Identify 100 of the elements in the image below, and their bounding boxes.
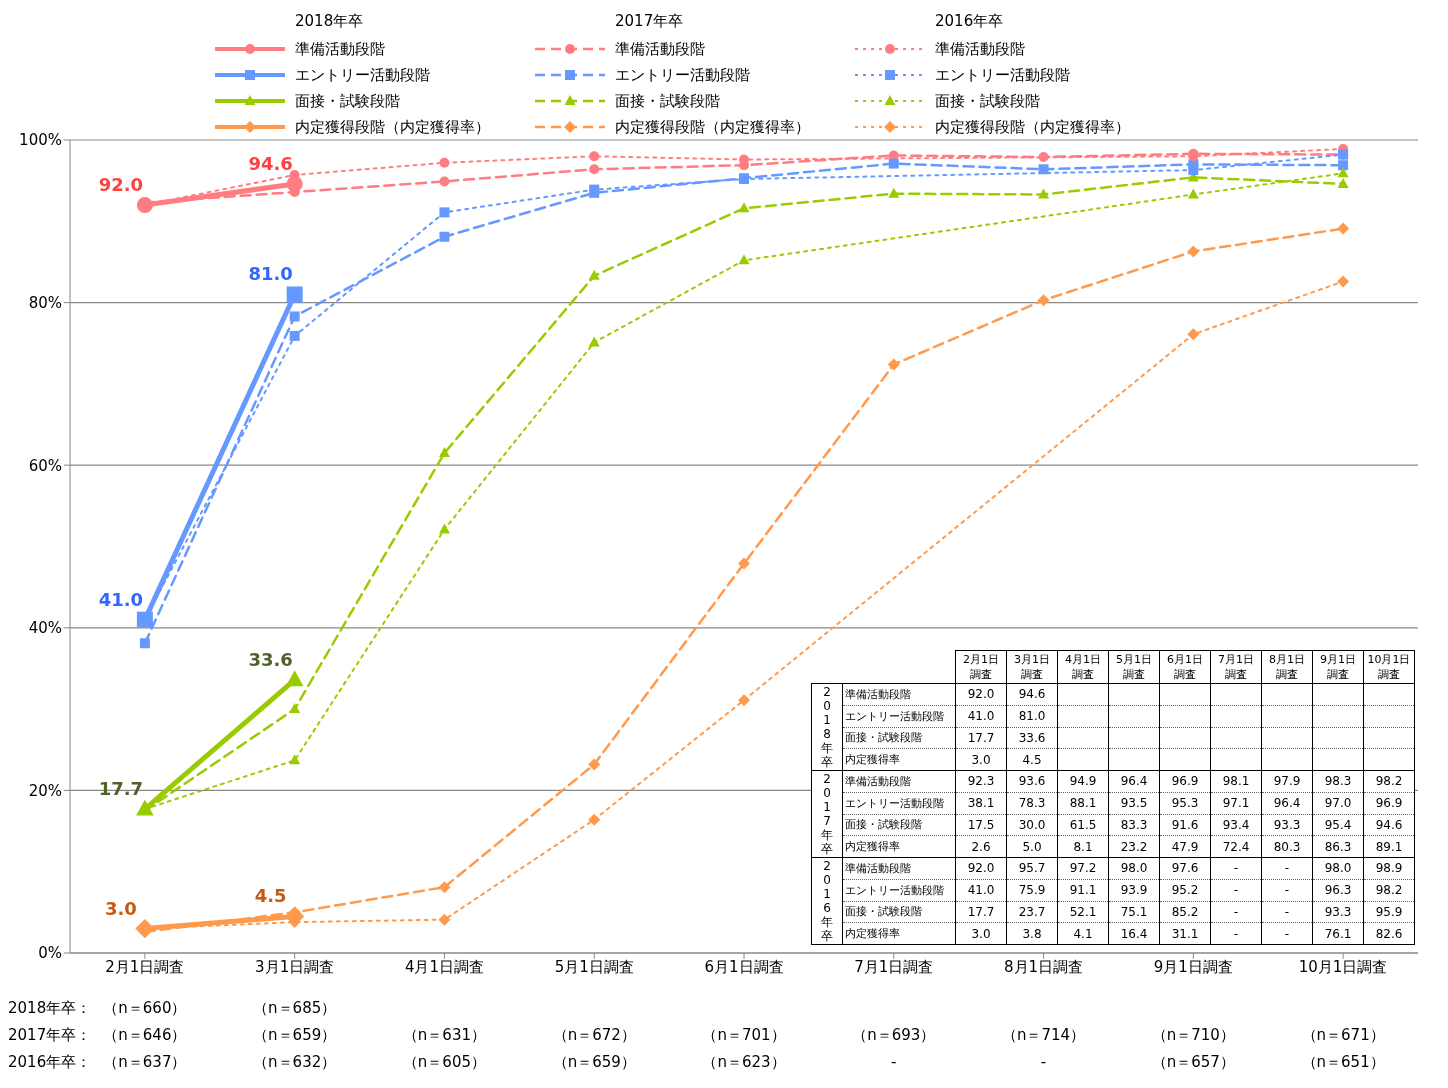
- text: 2016年卒：: [8, 1053, 92, 1072]
- annotation: -: [1261, 879, 1313, 901]
- annotation: 76.1: [1312, 922, 1364, 945]
- annotation: 92.3: [955, 770, 1007, 793]
- legend-label: エントリー活動段階: [935, 65, 1070, 85]
- text: （n＝714）: [1000, 1026, 1087, 1045]
- annotation: 3.8: [1006, 922, 1058, 945]
- y-tick-label: 0%: [38, 944, 62, 963]
- x-tick-label: 10月1日調査: [1298, 957, 1388, 976]
- text: エントリー活動段階: [845, 709, 944, 723]
- legend-label: 内定獲得段階（内定獲得率）: [935, 117, 1130, 137]
- category-label: 7月1日調査: [1218, 653, 1254, 681]
- annotation: 93.3: [1261, 814, 1313, 836]
- annotation: 89.1: [1363, 835, 1415, 858]
- annotation: 93.9: [1108, 879, 1160, 901]
- text: （n＝632）: [252, 1053, 338, 1072]
- text: （n＝637）: [103, 1053, 187, 1071]
- annotation: 3.0: [955, 922, 1007, 945]
- text: （n＝631）: [401, 1026, 487, 1045]
- annotation: 96.9: [1159, 770, 1211, 793]
- annotation: 75.9: [1006, 879, 1058, 901]
- annotation: 94.9: [1057, 770, 1109, 793]
- y-tick-label: 40%: [28, 619, 62, 638]
- annotation: 17.7: [955, 901, 1007, 923]
- annotation: 97.2: [1057, 857, 1109, 880]
- annotation: -: [1261, 901, 1313, 923]
- annotation: 33.6: [1006, 727, 1058, 749]
- annotation: 98.2: [1363, 879, 1415, 901]
- annotation: 97.1: [1210, 792, 1262, 814]
- annotation: 75.1: [1108, 901, 1160, 923]
- annotation: 41.0: [955, 879, 1007, 901]
- annotation: 83.3: [1108, 814, 1160, 836]
- legend-label: 面接・試験段階: [935, 91, 1040, 111]
- annotation: -: [1261, 857, 1313, 880]
- text: 面接・試験段階: [845, 731, 922, 745]
- text: （n＝685）: [252, 999, 338, 1018]
- x-tick-label: 2月1日調査: [105, 957, 185, 976]
- annotation: 96.4: [1108, 770, 1160, 793]
- legend-label: 内定獲得段階（内定獲得率）: [615, 117, 810, 137]
- annotation: 91.6: [1159, 814, 1211, 836]
- text: 準備活動段階: [845, 687, 911, 701]
- annotation: -: [1210, 857, 1262, 880]
- annotation: 95.9: [1363, 901, 1415, 923]
- text: 2018年卒: [295, 12, 364, 30]
- annotation: 内定獲得率: [842, 748, 956, 771]
- annotation: 5.0: [1006, 835, 1058, 858]
- text: （n＝693）: [851, 1026, 937, 1045]
- data-label: 41.0: [98, 588, 144, 610]
- text: エントリー活動段階: [845, 883, 944, 897]
- annotation: 52.1: [1057, 901, 1109, 923]
- annotation: 81.0: [1006, 705, 1058, 727]
- annotation: 93.6: [1006, 770, 1058, 793]
- annotation: 93.3: [1312, 901, 1364, 923]
- annotation: 95.3: [1159, 792, 1211, 814]
- text: 準備活動段階: [845, 861, 911, 875]
- text: 2017年卒：: [8, 1026, 92, 1045]
- text: 2018年卒: [821, 685, 833, 769]
- category-label: 5月1日調査: [1116, 653, 1152, 681]
- annotation: 93.5: [1108, 792, 1160, 814]
- annotation: 23.2: [1108, 835, 1160, 858]
- annotation: 96.4: [1261, 792, 1313, 814]
- text: （n＝657）: [1150, 1053, 1236, 1072]
- text: （n＝660）: [103, 999, 187, 1017]
- annotation: 88.1: [1057, 792, 1109, 814]
- x-tick-label: 7月1日調査: [854, 957, 934, 976]
- text: （n＝646）: [103, 1026, 187, 1044]
- text: -: [890, 1053, 898, 1071]
- text: 2017年卒: [821, 772, 833, 856]
- text: 2018年卒：: [8, 999, 92, 1018]
- annotation: 94.6: [1006, 683, 1058, 706]
- annotation: 16.4: [1108, 922, 1160, 945]
- legend-label: エントリー活動段階: [295, 65, 430, 85]
- y-tick-label: 20%: [28, 781, 62, 800]
- text: （n＝710）: [1150, 1026, 1236, 1045]
- annotation: 85.2: [1159, 901, 1211, 923]
- category-label: 10月1日調査: [1367, 653, 1411, 681]
- text: 内定獲得率: [845, 927, 900, 941]
- x-tick-label: 9月1日調査: [1153, 957, 1233, 976]
- annotation: 30.0: [1006, 814, 1058, 836]
- annotation: 98.0: [1108, 857, 1160, 880]
- annotation: 3.0: [955, 748, 1007, 771]
- data-label: 4.5: [254, 885, 287, 907]
- category-label: 2月1日調査: [963, 653, 999, 681]
- annotation: 82.6: [1363, 922, 1415, 945]
- category-label: 9月1日調査: [1320, 653, 1356, 681]
- y-tick-label: 100%: [19, 131, 62, 150]
- category-label: 3月1日調査: [1014, 653, 1050, 681]
- legend-label: 面接・試験段階: [615, 91, 720, 111]
- text: 面接・試験段階: [845, 818, 922, 832]
- annotation: 93.4: [1210, 814, 1262, 836]
- text: 2017年卒: [615, 12, 684, 30]
- annotation: 8.1: [1057, 835, 1109, 858]
- category-label: 8月1日調査: [1269, 653, 1305, 681]
- text: （n＝671）: [1300, 1026, 1386, 1045]
- annotation: 98.0: [1312, 857, 1364, 880]
- annotation: 95.2: [1159, 879, 1211, 901]
- text: 2016年卒: [821, 859, 833, 943]
- annotation: -: [1210, 901, 1262, 923]
- data-label: 92.0: [98, 174, 144, 196]
- annotation: 98.1: [1210, 770, 1262, 793]
